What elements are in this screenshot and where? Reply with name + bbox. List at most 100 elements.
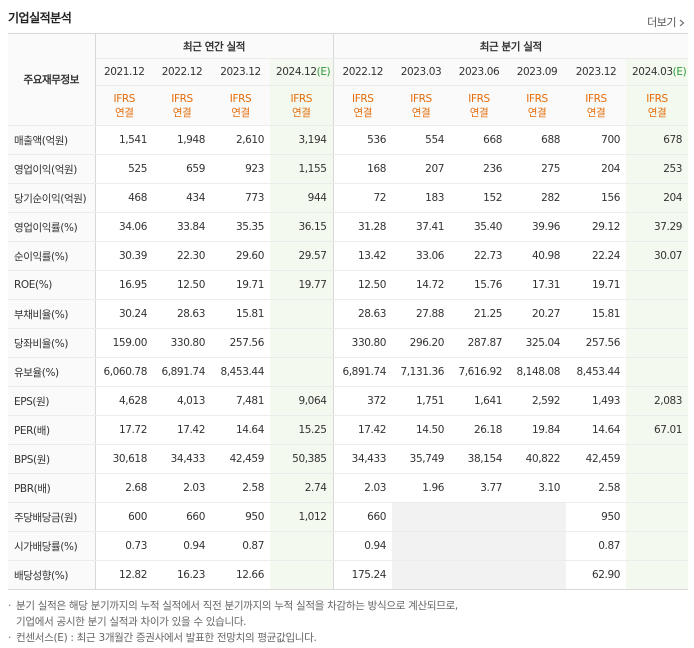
value-cell: 19.77	[270, 270, 334, 300]
value-cell: 1,012	[270, 502, 334, 532]
value-cell: 16.23	[153, 560, 211, 590]
value-cell: 253	[626, 154, 689, 184]
row-label: 영업이익(억원)	[8, 154, 96, 184]
data-row: 주당배당금(원) 600 660 950 1,012 660 950	[8, 502, 689, 532]
value-cell: 773	[211, 183, 270, 213]
note-line: 분기 실적은 해당 분기까지의 누적 실적에서 직전 분기까지의 누적 실적을 …	[16, 600, 458, 612]
value-cell: 9,064	[270, 386, 334, 416]
row-label: ROE(%)	[8, 270, 96, 300]
value-cell: 688	[508, 125, 567, 155]
value-cell: 14.72	[392, 270, 451, 300]
period: 2023.12	[220, 66, 261, 78]
value-cell: 8,453.44	[211, 357, 270, 387]
period: 2023.09	[516, 66, 558, 78]
value-cell	[626, 328, 689, 358]
period: 2021.12	[103, 66, 145, 78]
value-cell: 37.29	[626, 212, 689, 242]
row-label: 주당배당금(원)	[8, 502, 96, 532]
value-cell: 15.81	[566, 299, 627, 329]
value-cell: 700	[566, 125, 627, 155]
value-cell: 536	[332, 125, 393, 155]
value-cell	[626, 473, 689, 503]
row-label: PER(배)	[8, 415, 96, 445]
basis-header: IFRS 연결	[392, 85, 451, 126]
period-header: 2023.12	[211, 58, 270, 86]
period: 2022.12	[161, 66, 203, 78]
value-cell: 2.74	[270, 473, 334, 503]
value-cell	[270, 531, 334, 561]
value-cell: 296.20	[392, 328, 451, 358]
row-label: 당기순이익(억원)	[8, 183, 96, 213]
value-cell: 7,616.92	[450, 357, 509, 387]
value-cell: 7,481	[211, 386, 270, 416]
period-header: 2022.12	[153, 58, 211, 86]
value-cell: 12.66	[211, 560, 270, 590]
value-cell: 2,610	[211, 125, 270, 155]
more-label[interactable]: 더보기	[647, 16, 676, 29]
value-cell: 236	[450, 154, 509, 184]
row-label: 시가배당률(%)	[8, 531, 96, 561]
value-cell	[270, 299, 334, 329]
value-cell: 330.80	[332, 328, 393, 358]
value-cell: 1,641	[450, 386, 509, 416]
data-row: PER(배) 17.72 17.42 14.64 15.25 17.42 14.50 26.1…	[8, 415, 689, 445]
value-cell	[626, 299, 689, 329]
more-link[interactable]: 더보기	[647, 14, 686, 30]
data-row: EPS(원) 4,628 4,013 7,481 9,064 372 1,751 1,641 2…	[8, 386, 689, 416]
performance-table: 주요재무정보 최근 연간 실적 최근 분기 실적 2021.12 2022.12 2023…	[8, 33, 689, 590]
value-cell: 13.42	[332, 241, 393, 271]
note-line: 기업에서 공시한 분기 실적과 차이가 있을 수 있습니다.	[16, 616, 247, 628]
value-cell: 30,618	[95, 444, 153, 474]
value-cell: 678	[626, 125, 689, 155]
value-cell: 3.10	[508, 473, 567, 503]
value-cell: 660	[153, 502, 211, 532]
value-cell	[626, 444, 689, 474]
basis: IFRS	[229, 92, 252, 105]
value-cell	[450, 560, 509, 590]
estimate-mark: (E)	[672, 66, 687, 78]
consolidation: 연결	[353, 106, 373, 119]
basis: IFRS	[468, 92, 490, 105]
group-row: 주요재무정보 최근 연간 실적 최근 분기 실적	[8, 33, 689, 126]
value-cell	[450, 531, 509, 561]
value-cell	[270, 357, 334, 387]
value-cell: 3,194	[270, 125, 334, 155]
value-cell: 37.41	[392, 212, 451, 242]
value-cell: 21.25	[450, 299, 509, 329]
value-cell: 159.00	[95, 328, 153, 358]
section-title: 기업실적분석	[8, 11, 72, 25]
table-head: 주요재무정보 최근 연간 실적 최근 분기 실적 2021.12 2022.12 2023…	[8, 33, 689, 126]
value-cell	[270, 328, 334, 358]
period: 2022.12	[342, 66, 384, 78]
basis-header: IFRS 연결	[450, 85, 509, 126]
value-cell: 42,459	[566, 444, 627, 474]
value-cell: 14.64	[566, 415, 627, 445]
estimate-mark: (E)	[316, 66, 331, 78]
value-cell	[392, 531, 451, 561]
basis: IFRS	[352, 92, 374, 105]
period-header: 2023.09	[508, 58, 567, 86]
period: 2023.06	[458, 66, 500, 78]
data-row: PBR(배) 2.68 2.03 2.58 2.74 2.03 1.96 3.77 3.10 2.…	[8, 473, 689, 503]
data-row: 당좌비율(%) 159.00 330.80 257.56 330.80 296.20 287…	[8, 328, 689, 358]
value-cell: 6,060.78	[95, 357, 153, 387]
note: 분기 실적은 해당 분기까지의 누적 실적에서 직전 분기까지의 누적 실적을 …	[8, 598, 458, 630]
row-label: 유보율(%)	[8, 357, 96, 387]
basis-header: IFRS 연결	[95, 85, 153, 126]
value-cell: 35.40	[450, 212, 509, 242]
value-cell: 17.31	[508, 270, 567, 300]
row-header: 주요재무정보	[8, 33, 96, 126]
value-cell: 7,131.36	[392, 357, 451, 387]
value-cell	[508, 502, 567, 532]
value-cell: 156	[566, 183, 627, 213]
value-cell: 34,433	[332, 444, 393, 474]
value-cell: 30.07	[626, 241, 689, 271]
table-body: 매출액(억원) 1,541 1,948 2,610 3,194 536 554 668 688 7…	[8, 125, 689, 590]
value-cell: 22.30	[153, 241, 211, 271]
consolidation: 연결	[291, 106, 311, 119]
value-cell: 31.28	[332, 212, 393, 242]
period-header: 2021.12	[95, 58, 153, 86]
more-arrow[interactable]	[678, 19, 686, 27]
period-header: 2022.12	[332, 58, 393, 86]
value-cell: 0.94	[153, 531, 211, 561]
